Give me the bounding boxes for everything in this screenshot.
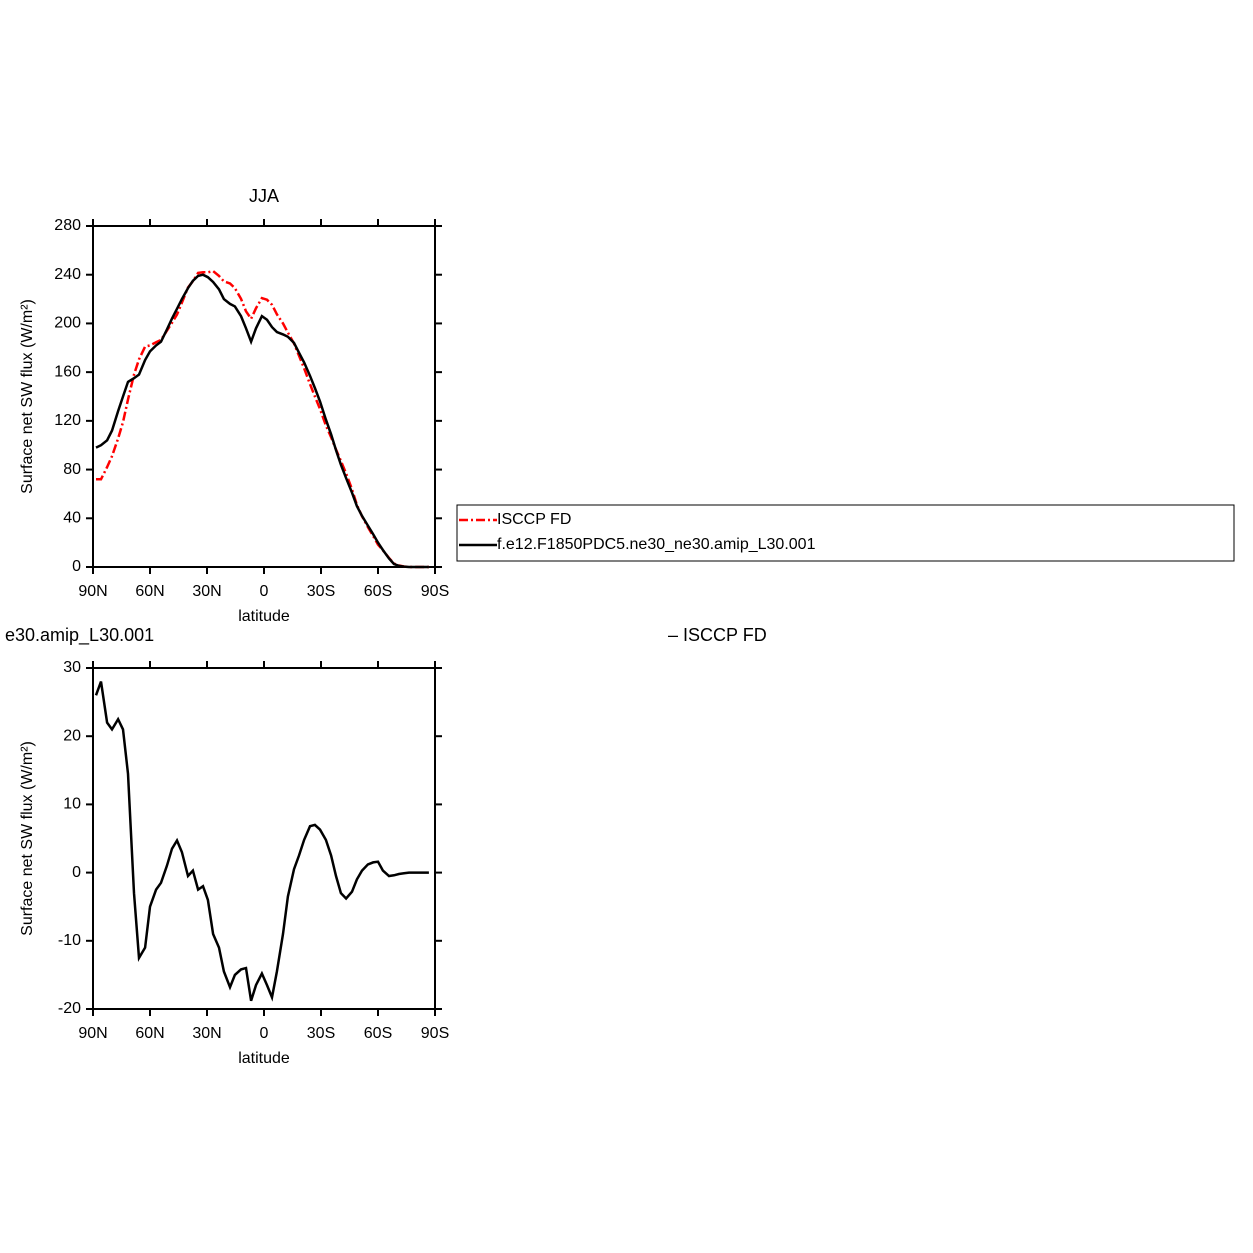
y-tick-label: 0 <box>72 864 81 881</box>
x-tick-label: 30N <box>192 1025 221 1042</box>
plot-frame <box>92 667 436 1010</box>
data-line <box>96 269 429 569</box>
legend-label: ISCCP FD <box>497 511 571 528</box>
x-axis-label: latitude <box>238 1050 290 1067</box>
x-tick-label: 30S <box>307 1025 335 1042</box>
y-tick-label: 200 <box>54 315 81 332</box>
x-tick-label: 60N <box>135 583 164 600</box>
x-tick-label: 90S <box>421 583 449 600</box>
data-line <box>95 273 429 569</box>
y-tick-label: 80 <box>63 461 81 478</box>
x-tick-label: 60N <box>135 1025 164 1042</box>
y-tick-label: 120 <box>54 412 81 429</box>
x-tick-label: 60S <box>364 1025 392 1042</box>
y-tick-label: -10 <box>58 932 81 949</box>
y-axis-label: Surface net SW flux (W/m²) <box>19 741 36 936</box>
left-title: e30.amip_L30.001 <box>5 625 154 646</box>
x-tick-label: 90N <box>78 583 107 600</box>
right-title: – ISCCP FD <box>668 625 767 645</box>
x-tick-label: 60S <box>364 583 392 600</box>
y-axis-label: Surface net SW flux (W/m²) <box>19 299 36 494</box>
y-tick-label: 20 <box>63 727 81 744</box>
x-tick-label: 30N <box>192 583 221 600</box>
x-axis-label: latitude <box>238 608 290 625</box>
x-tick-label: 90N <box>78 1025 107 1042</box>
x-tick-label: 0 <box>260 583 269 600</box>
x-tick-label: 30S <box>307 583 335 600</box>
legend-label: f.e12.F1850PDC5.ne30_ne30.amip_L30.001 <box>497 536 816 553</box>
y-tick-label: 40 <box>63 510 81 527</box>
y-tick-label: -20 <box>58 1000 81 1017</box>
x-tick-label: 90S <box>421 1025 449 1042</box>
legend-box <box>456 504 1235 562</box>
plot-frame <box>92 225 436 568</box>
y-tick-label: 160 <box>54 363 81 380</box>
y-tick-label: 10 <box>63 796 81 813</box>
chart-title: JJA <box>249 186 279 206</box>
data-line <box>94 681 429 1002</box>
y-tick-label: 0 <box>72 558 81 575</box>
y-tick-label: 30 <box>63 659 81 676</box>
y-tick-label: 240 <box>54 266 81 283</box>
y-tick-label: 280 <box>54 217 81 234</box>
x-tick-label: 0 <box>260 1025 269 1042</box>
